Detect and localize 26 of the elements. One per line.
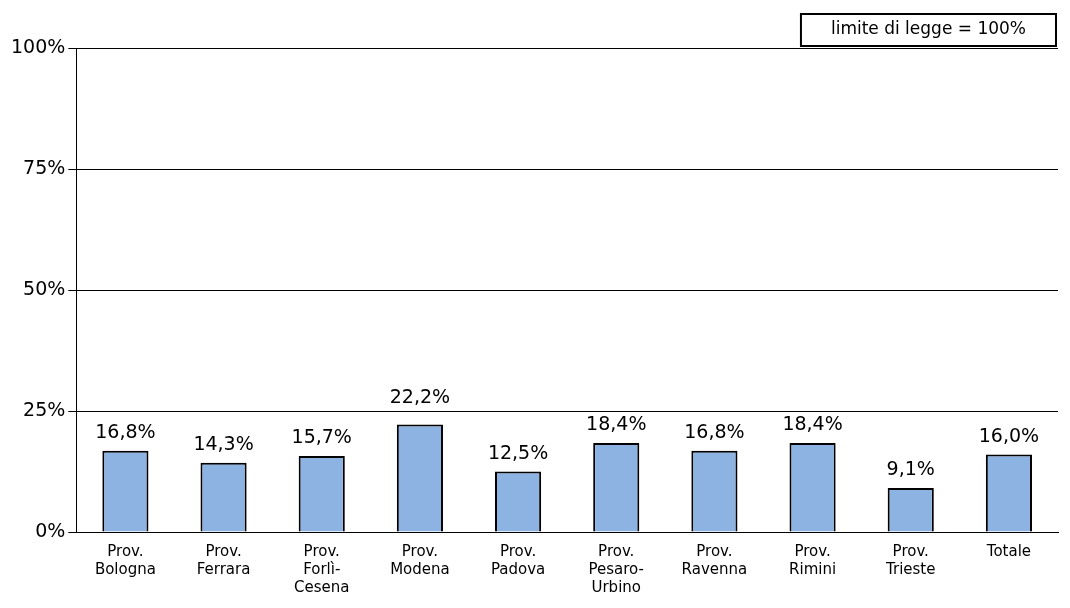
data-label: 14,3% <box>193 432 254 455</box>
y-tick-label: 75% <box>23 155 66 178</box>
x-tick-label: Prov. Rimini <box>789 541 837 578</box>
x-tick-label: Prov. Bologna <box>94 541 156 578</box>
x-tick-label: Prov. Ferrara <box>196 541 251 578</box>
y-tick-label: 0% <box>35 518 66 541</box>
data-label: 16,8% <box>95 420 156 443</box>
data-label: 18,4% <box>782 412 843 435</box>
text: limite di legge = 100% <box>830 18 1027 39</box>
x-tick-label: Totale <box>985 541 1032 560</box>
data-label: 16,8% <box>684 420 745 443</box>
data-label: 18,4% <box>586 412 647 435</box>
x-tick-label: Prov. Modena <box>390 541 450 578</box>
data-label: 22,2% <box>389 385 451 408</box>
data-label: 9,1% <box>886 457 935 480</box>
x-tick-label: Prov. Trieste <box>885 541 936 578</box>
data-label: 16,0% <box>978 424 1040 446</box>
x-tick-label: Prov. Forlì-Cesena <box>294 541 350 596</box>
y-tick-label: 25% <box>23 397 66 420</box>
y-tick-label: 100% <box>10 34 66 57</box>
data-label: 15,7% <box>291 425 352 448</box>
data-label: 12,5% <box>487 440 549 463</box>
y-tick-label: 50% <box>23 276 66 299</box>
x-tick-label: Prov. Padova <box>490 541 546 578</box>
x-tick-label: Prov. Pesaro-Urbino <box>588 541 644 596</box>
x-tick-label: Prov. Ravenna <box>681 541 748 578</box>
